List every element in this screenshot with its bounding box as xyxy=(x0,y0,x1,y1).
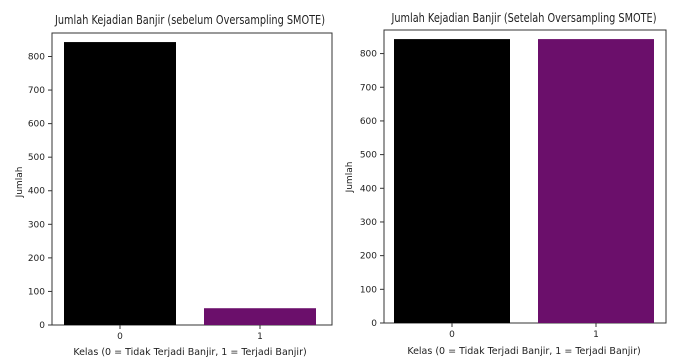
y-tick-label: 700 xyxy=(28,86,45,96)
chart-right-xlabel: Kelas (0 = Tidak Terjadi Banjir, 1 = Ter… xyxy=(407,346,640,357)
y-tick-label: 100 xyxy=(28,287,45,297)
x-tick-label: 1 xyxy=(257,332,263,342)
x-tick-label: 0 xyxy=(449,330,455,340)
bar-class-1 xyxy=(538,39,654,323)
chart-right-plot: 0 100 200 300 400 500 600 700 800 0 1 xyxy=(360,39,654,340)
chart-left-frame xyxy=(51,32,333,326)
chart-right: Jumlah Kejadian Banjir (Setelah Oversamp… xyxy=(345,11,667,357)
y-tick-label: 600 xyxy=(360,117,377,127)
chart-left-plot: 0 100 200 300 400 500 600 700 800 0 1 xyxy=(28,42,316,342)
bar-class-0 xyxy=(394,39,510,323)
chart-right-title: Jumlah Kejadian Banjir (Setelah Oversamp… xyxy=(391,11,657,25)
y-tick-label: 100 xyxy=(360,285,377,295)
chart-left: Jumlah Kejadian Banjir (sebelum Oversamp… xyxy=(15,13,333,358)
y-tick-label: 300 xyxy=(28,220,45,230)
chart-left-title: Jumlah Kejadian Banjir (sebelum Oversamp… xyxy=(54,13,325,27)
y-tick-label: 400 xyxy=(28,187,45,197)
chart-left-ylabel: Jumlah xyxy=(15,167,25,199)
bar-class-0 xyxy=(64,42,176,325)
x-tick-label: 0 xyxy=(117,332,123,342)
y-tick-label: 0 xyxy=(371,319,377,329)
chart-right-frame xyxy=(383,29,667,324)
y-tick-label: 400 xyxy=(360,184,377,194)
y-tick-label: 200 xyxy=(360,252,377,262)
y-tick-label: 200 xyxy=(28,254,45,264)
chart-left-xlabel: Kelas (0 = Tidak Terjadi Banjir, 1 = Ter… xyxy=(73,347,306,358)
y-tick-label: 500 xyxy=(360,151,377,161)
y-tick-label: 500 xyxy=(28,153,45,163)
y-tick-label: 700 xyxy=(360,83,377,93)
x-tick-label: 1 xyxy=(593,330,599,340)
y-tick-label: 600 xyxy=(28,120,45,130)
y-tick-label: 0 xyxy=(39,321,45,331)
chart-right-ylabel: Jumlah xyxy=(345,162,355,194)
bar-class-1 xyxy=(204,308,316,325)
y-tick-label: 300 xyxy=(360,218,377,228)
y-tick-label: 800 xyxy=(28,52,45,62)
y-tick-label: 800 xyxy=(360,50,377,60)
